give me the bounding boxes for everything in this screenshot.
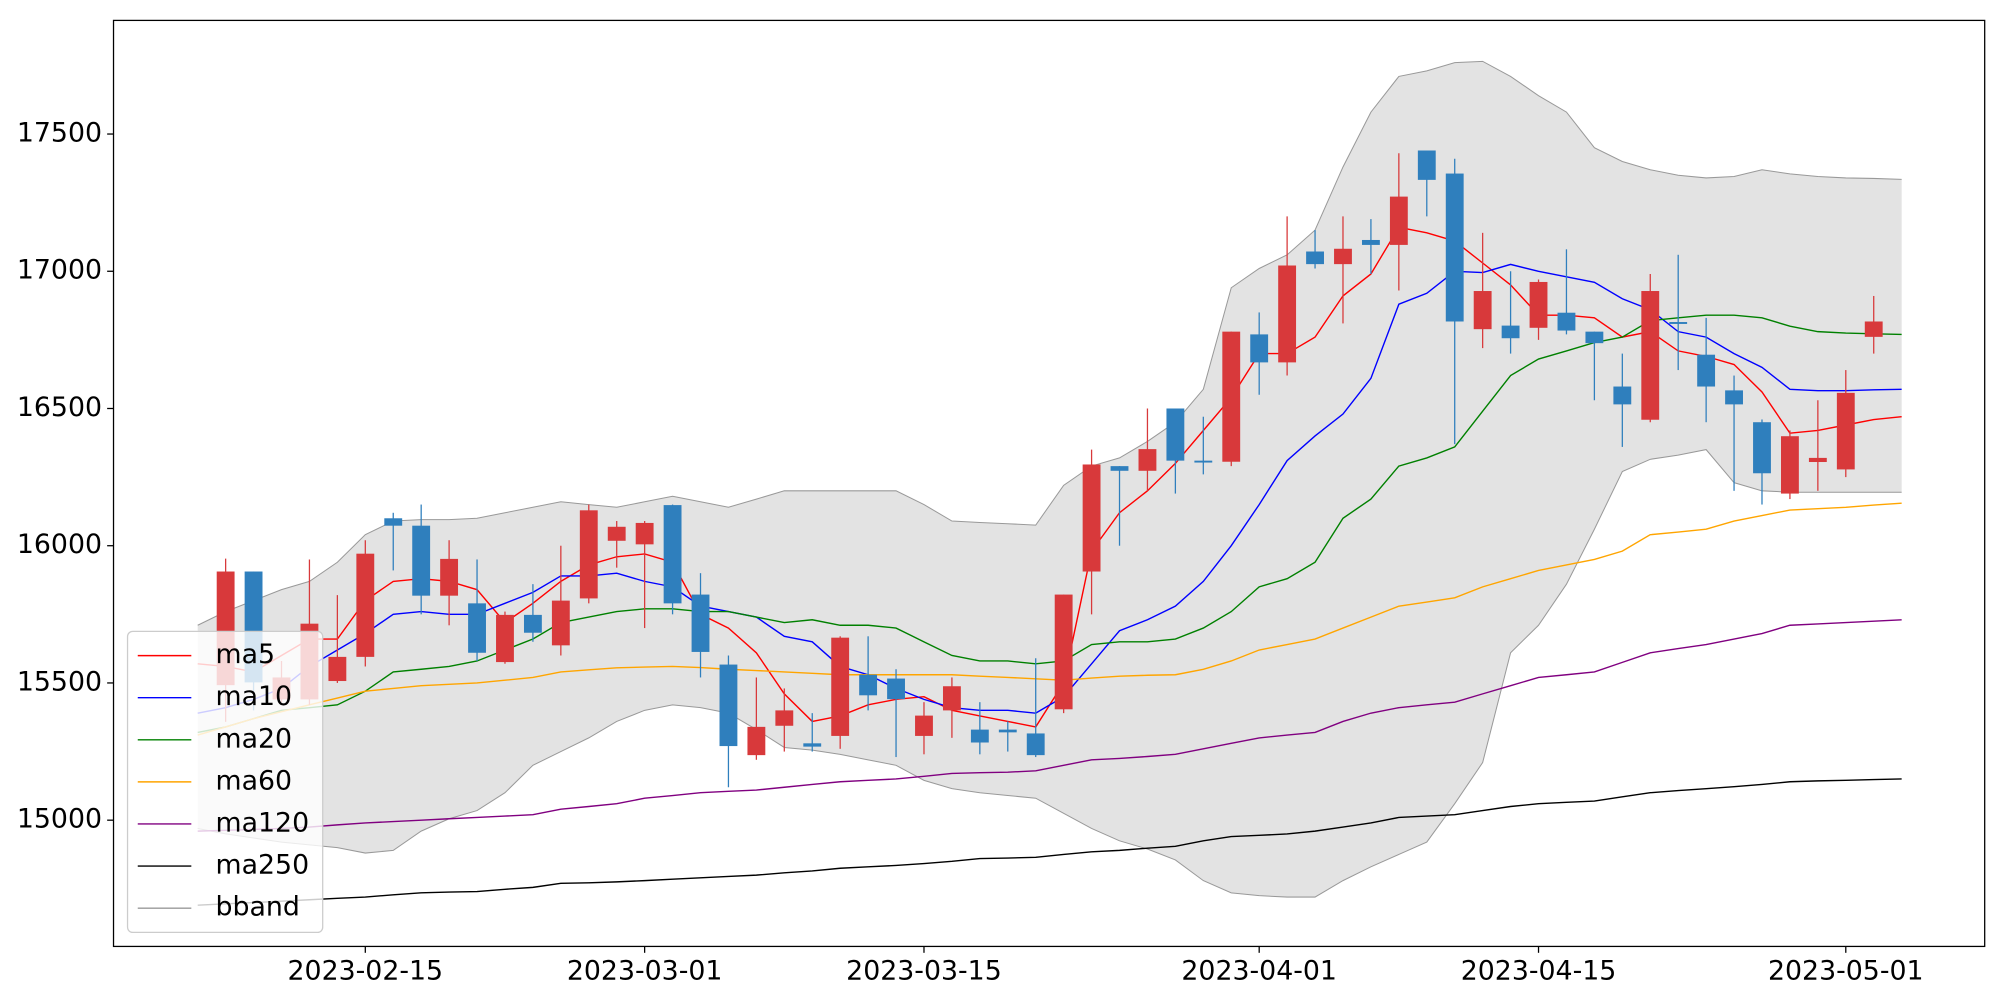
candle-body	[915, 715, 933, 736]
candle-body	[412, 525, 431, 596]
ma-line	[197, 619, 1902, 832]
candle-body	[1250, 334, 1269, 363]
candle-body	[747, 726, 766, 756]
y-tick-label: 16000	[17, 529, 102, 560]
y-tick-label: 15000	[17, 804, 102, 835]
candle-body	[1753, 422, 1771, 474]
x-tick-label: 2023-05-01	[1768, 955, 1924, 986]
ma-line	[197, 502, 1902, 736]
candle-body	[1585, 331, 1604, 344]
band-lower	[197, 449, 1902, 898]
legend-label: ma120	[216, 807, 310, 838]
candle-body	[1725, 390, 1743, 405]
candle-body	[1166, 408, 1185, 461]
candle-body	[328, 656, 347, 682]
candle-body	[579, 510, 598, 599]
legend-label: ma5	[216, 639, 276, 670]
legend-label: ma250	[216, 850, 310, 881]
legend-label: ma20	[216, 723, 293, 754]
legend-label: ma60	[216, 765, 293, 796]
candle-body	[1445, 173, 1464, 322]
candle-body	[1641, 291, 1660, 420]
candle-body	[1836, 392, 1855, 470]
candle-body	[1669, 322, 1688, 324]
candle-body	[384, 518, 403, 526]
y-tick-label: 17000	[17, 255, 102, 286]
plot-frame	[112, 19, 1986, 948]
candle-body	[887, 678, 905, 700]
y-tick-label: 17500	[17, 118, 102, 149]
candle-body	[1222, 331, 1241, 462]
candle-body	[775, 710, 794, 726]
candle-body	[1361, 239, 1380, 245]
legend-box	[126, 630, 324, 934]
candle-body	[1557, 312, 1576, 331]
candle-body	[1082, 464, 1101, 572]
candle-body	[440, 558, 459, 596]
candle-body	[1278, 265, 1297, 363]
candle-body	[942, 686, 961, 711]
candle-body	[1138, 449, 1157, 471]
ma-line	[197, 314, 1902, 734]
band-fill	[197, 61, 1902, 898]
x-tick-label: 2023-03-01	[567, 955, 723, 986]
ma-line	[197, 778, 1902, 906]
candle-body	[607, 526, 626, 541]
candle-body	[1054, 594, 1073, 710]
candle-body	[1194, 460, 1213, 463]
candle-body	[523, 614, 542, 633]
candle-body	[663, 505, 682, 604]
band-upper	[197, 60, 1902, 626]
candle-body	[1417, 150, 1436, 180]
candle-body	[1389, 196, 1408, 245]
legend: ma5 ma10 ma20 ma60 ma120 ma250 bband	[126, 630, 324, 934]
candle-body	[1306, 251, 1324, 265]
legend-label: bband	[216, 892, 300, 923]
candle-body	[831, 637, 850, 736]
candle-body	[496, 614, 514, 663]
candle-body	[1864, 321, 1883, 337]
candle-body	[803, 743, 822, 747]
candle-body	[1501, 325, 1520, 339]
y-tick-label: 16500	[17, 392, 102, 423]
candle-body	[1473, 291, 1492, 330]
candle-body	[1334, 248, 1352, 265]
candle-body	[468, 603, 486, 653]
x-tick-label: 2023-03-15	[846, 955, 1002, 986]
candle-body	[551, 600, 570, 646]
x-tick-label: 2023-04-01	[1181, 955, 1337, 986]
candle-body	[970, 729, 989, 743]
candle-body	[719, 664, 738, 747]
candle-body	[356, 553, 375, 657]
x-tick-label: 2023-04-15	[1461, 955, 1617, 986]
x-tick-label: 2023-02-15	[288, 955, 444, 986]
y-tick-label: 15500	[17, 666, 102, 697]
candle-body	[1613, 386, 1632, 405]
candle-body	[1808, 457, 1827, 463]
candle-body	[859, 674, 878, 696]
candle-body	[998, 729, 1017, 733]
legend-label: ma10	[216, 681, 293, 712]
candle-body	[1780, 436, 1799, 494]
candle-body	[1110, 466, 1129, 471]
candle-body	[1529, 281, 1548, 328]
candle-body	[1026, 733, 1045, 756]
candle-body	[691, 594, 710, 652]
candle-body	[1697, 354, 1716, 387]
candle-body	[635, 522, 654, 545]
